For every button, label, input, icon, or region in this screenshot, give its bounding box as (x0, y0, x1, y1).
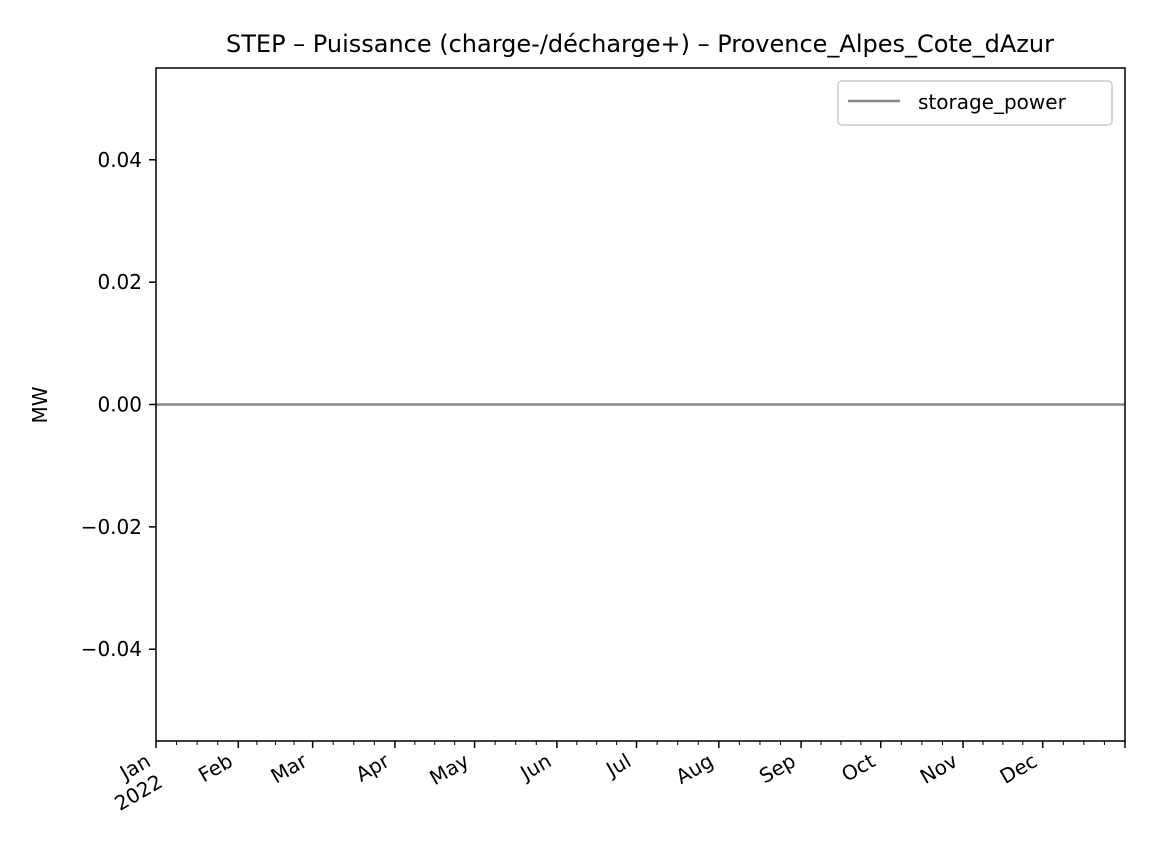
x-tick-label: Aug (671, 749, 717, 789)
y-tick-label: −0.02 (81, 515, 142, 539)
y-axis: 0.04 0.02 0.00 −0.02 −0.04 (81, 148, 156, 661)
y-tick-label: 0.04 (97, 148, 142, 172)
x-tick-sublabel: 2022 (110, 769, 166, 815)
x-tick-label: Nov (916, 748, 962, 788)
x-tick-label: May (425, 748, 473, 790)
x-tick-label: Oct (837, 748, 879, 786)
chart-title: STEP – Puissance (charge-/décharge+) – P… (226, 30, 1054, 58)
x-tick-label: Jun (515, 749, 556, 786)
x-tick-label: Dec (996, 749, 1042, 789)
y-tick-label: −0.04 (81, 637, 142, 661)
y-tick-label: 0.02 (97, 270, 142, 294)
legend-box (837, 80, 1113, 126)
legend: storage_power (837, 80, 1113, 126)
x-tick-label: Feb (194, 749, 237, 787)
y-tick-label: 0.00 (97, 393, 142, 417)
x-tick-label: Jul (600, 749, 635, 783)
x-axis: Jan2022 Feb Mar Apr May Jun Jul Aug Sep Oct Nov Dec (98, 741, 1126, 816)
x-tick-label: Apr (351, 748, 394, 786)
y-axis-label: MW (28, 386, 52, 423)
x-tick-label: Jan2022 (98, 749, 166, 816)
x-tick-label: Mar (266, 748, 311, 788)
legend-label-storage-power: storage_power (918, 90, 1067, 114)
x-tick-label: Sep (755, 749, 800, 789)
